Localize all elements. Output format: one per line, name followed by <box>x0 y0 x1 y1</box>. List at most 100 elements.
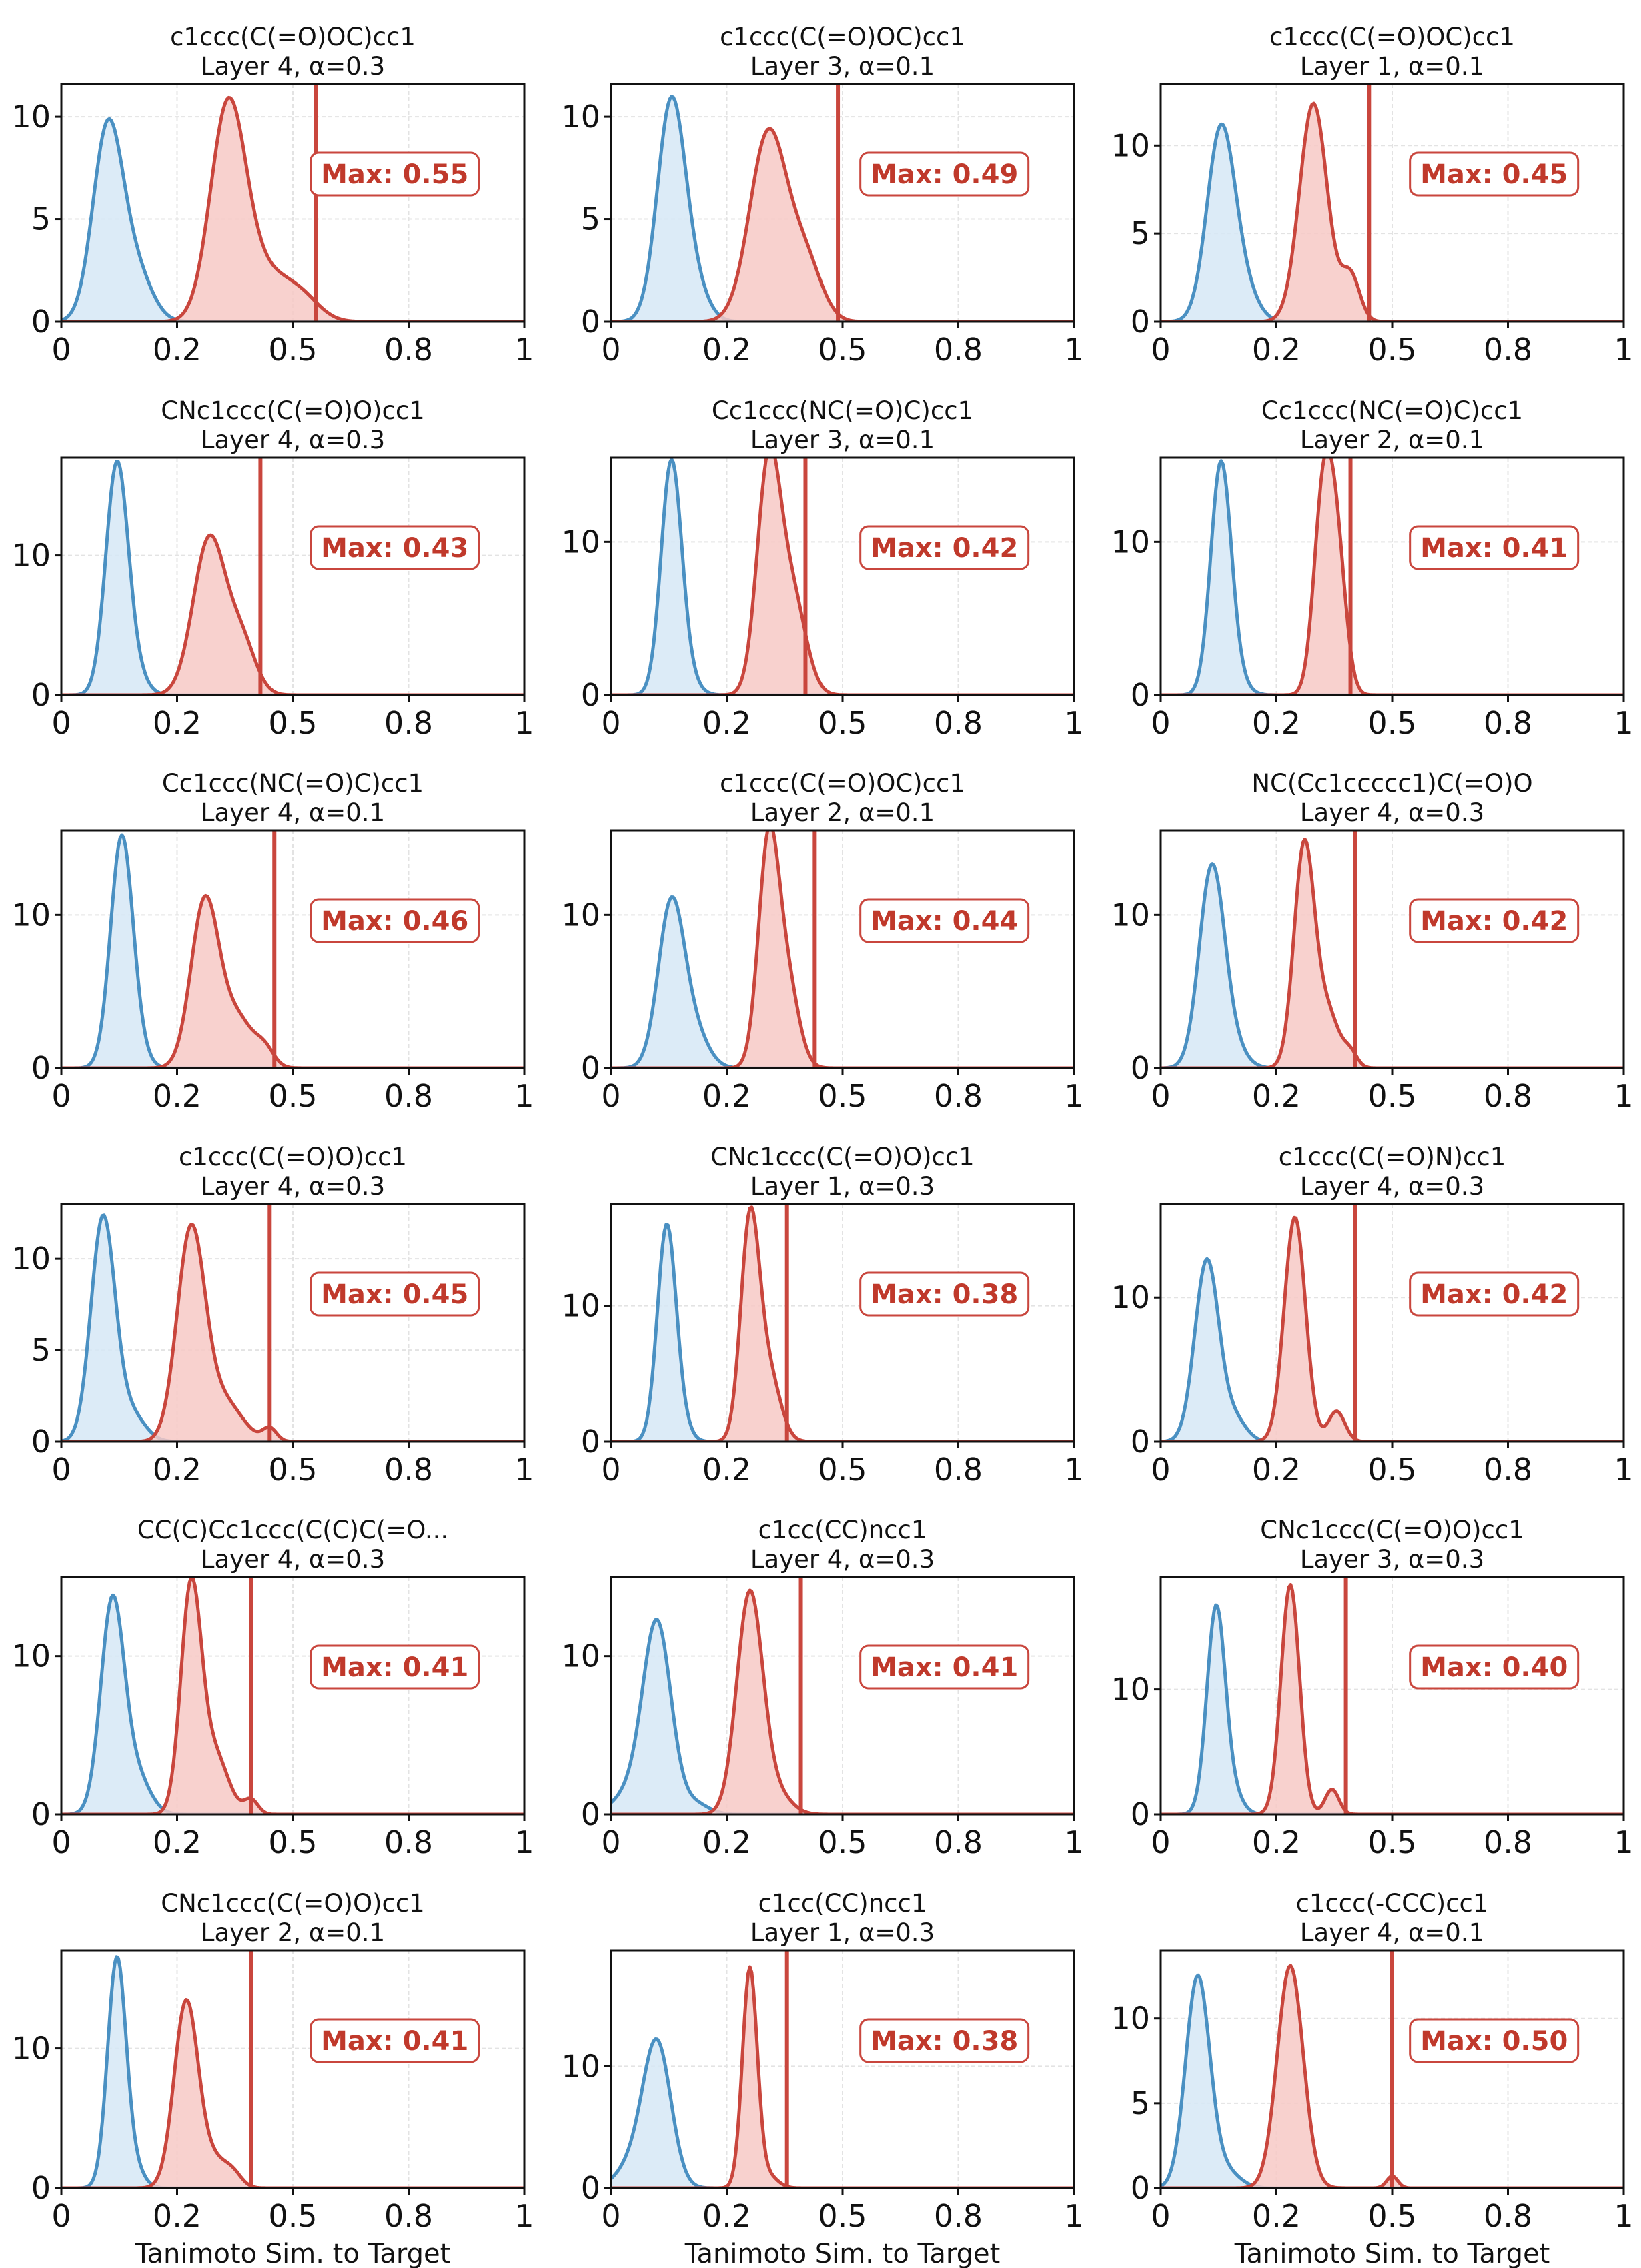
y-tick-label: 0 <box>581 1796 600 1832</box>
y-axis: 0 10 <box>11 897 61 1086</box>
max-label-text: Max: 0.42 <box>871 533 1018 564</box>
panel-title: c1cc(CC)ncc1 <box>758 1889 927 1918</box>
max-label-text: Max: 0.41 <box>321 2026 468 2057</box>
x-tick-label: 0.5 <box>268 2198 317 2234</box>
baseline-density-fill <box>611 96 1074 322</box>
panel-title: CNc1ccc(C(=O)O)cc1 <box>161 1889 424 1918</box>
steered-density-fill <box>1161 1966 1624 2188</box>
x-axis: 0 0.2 0.5 0.8 1 <box>1151 1814 1634 1860</box>
x-tick-label: 0.5 <box>268 332 317 368</box>
y-tick-label: 10 <box>561 2048 600 2084</box>
max-label: Max: 0.41 <box>310 2018 480 2063</box>
x-tick-label: 0 <box>601 1078 620 1114</box>
panel-title: Cc1ccc(NC(=O)C)cc1 <box>712 396 973 425</box>
max-label: Max: 0.45 <box>310 1271 480 1317</box>
max-label: Max: 0.45 <box>1409 151 1580 197</box>
baseline-density-fill <box>61 119 524 322</box>
x-axis: 0 0.2 0.5 0.8 1 <box>51 322 534 368</box>
baseline-density-fill <box>1161 460 1624 695</box>
baseline-density-fill <box>1161 1259 1624 1442</box>
x-tick-label: 1 <box>514 1078 534 1114</box>
max-label-text: Max: 0.50 <box>1420 2026 1568 2057</box>
panel-subtitle: Layer 1, α=0.3 <box>750 1918 935 1947</box>
x-tick-label: 1 <box>514 1452 534 1488</box>
x-tick-label: 0 <box>601 332 620 368</box>
steered-density-curve <box>61 95 524 322</box>
baseline-density-fill <box>61 1956 524 2188</box>
x-tick-label: 0 <box>51 1824 71 1860</box>
baseline-density-curve <box>611 95 1074 322</box>
panel-subtitle: Layer 4, α=0.3 <box>1300 798 1484 827</box>
x-tick-label: 0.8 <box>934 1824 983 1860</box>
baseline-density-fill <box>611 1619 1074 1814</box>
max-label: Max: 0.40 <box>1409 1644 1580 1690</box>
x-tick-label: 0.8 <box>384 1452 433 1488</box>
x-axis: 0 0.2 0.5 0.8 1 <box>601 695 1084 741</box>
x-axis: 0 0.2 0.5 0.8 1 <box>601 1814 1084 1860</box>
panel-title: c1ccc(C(=O)OC)cc1 <box>1269 23 1515 51</box>
x-tick-label: 0 <box>1151 705 1170 741</box>
y-axis: 0 5 10 <box>1111 127 1161 340</box>
baseline-density-curve <box>61 460 524 695</box>
x-tick-label: 0.2 <box>153 332 201 368</box>
x-tick-label: 0.5 <box>1368 2198 1416 2234</box>
x-tick-label: 0.8 <box>1484 1452 1532 1488</box>
x-tick-label: 1 <box>514 332 534 368</box>
x-axis: 0 0.2 0.5 0.8 1 <box>1151 695 1634 741</box>
panel-subtitle: Layer 4, α=0.3 <box>1300 1172 1484 1201</box>
y-tick-label: 0 <box>31 1424 51 1460</box>
y-tick-label: 0 <box>581 1424 600 1460</box>
panel-title: CC(C)Cc1ccc(C(C)C(=O... <box>137 1516 448 1544</box>
max-label-text: Max: 0.41 <box>321 1652 468 1683</box>
y-axis: 0 5 10 <box>11 1241 61 1460</box>
max-label-text: Max: 0.42 <box>1420 906 1568 937</box>
y-axis: 0 5 10 <box>11 99 61 340</box>
y-tick-label: 10 <box>561 99 600 135</box>
y-tick-label: 10 <box>561 524 600 560</box>
panel-title: Cc1ccc(NC(=O)C)cc1 <box>162 769 424 798</box>
x-axis: 0 0.2 0.5 0.8 1 <box>601 322 1084 368</box>
panel-title: c1ccc(C(=O)OC)cc1 <box>720 23 965 51</box>
x-tick-label: 0.8 <box>384 332 433 368</box>
max-label: Max: 0.43 <box>310 525 480 570</box>
y-tick-label: 0 <box>31 677 51 713</box>
x-tick-label: 0.2 <box>702 705 751 741</box>
panel-title: CNc1ccc(C(=O)O)cc1 <box>1260 1516 1524 1544</box>
x-tick-label: 0.5 <box>268 1078 317 1114</box>
x-tick-label: 0.2 <box>1252 1824 1301 1860</box>
y-tick-label: 0 <box>581 1050 600 1086</box>
x-tick-label: 0 <box>51 1452 71 1488</box>
panel-title: Cc1ccc(NC(=O)C)cc1 <box>1261 396 1523 425</box>
y-tick-label: 10 <box>561 1288 600 1324</box>
x-tick-label: 0.8 <box>1484 1824 1532 1860</box>
max-label-text: Max: 0.55 <box>321 159 468 190</box>
y-tick-label: 10 <box>561 897 600 933</box>
x-tick-label: 1 <box>514 1824 534 1860</box>
baseline-density-curve <box>611 458 1074 695</box>
baseline-density-curve <box>611 895 1074 1068</box>
panel-subtitle: Layer 3, α=0.3 <box>1300 1545 1484 1574</box>
baseline-density-curve <box>1161 1257 1624 1442</box>
y-tick-label: 10 <box>1111 1672 1150 1708</box>
max-label: Max: 0.42 <box>1409 1271 1580 1317</box>
max-label-text: Max: 0.44 <box>871 906 1018 937</box>
y-axis: 0 10 <box>1111 1672 1161 1832</box>
panel-subtitle: Layer 3, α=0.1 <box>750 52 935 81</box>
y-tick-label: 10 <box>11 538 51 574</box>
y-axis: 0 5 10 <box>1111 2001 1161 2206</box>
baseline-density-fill <box>611 459 1074 695</box>
x-tick-label: 0.2 <box>1252 705 1301 741</box>
panel-subtitle: Layer 1, α=0.3 <box>750 1172 935 1201</box>
x-tick-label: 0.2 <box>702 1452 751 1488</box>
max-label: Max: 0.42 <box>859 525 1030 570</box>
baseline-density-curve <box>61 1955 524 2188</box>
x-tick-label: 0.8 <box>384 2198 433 2234</box>
x-tick-label: 1 <box>1614 1078 1633 1114</box>
panel-subtitle: Layer 4, α=0.1 <box>201 798 385 827</box>
steered-density-fill <box>61 1999 524 2188</box>
baseline-density-curve <box>61 833 524 1068</box>
